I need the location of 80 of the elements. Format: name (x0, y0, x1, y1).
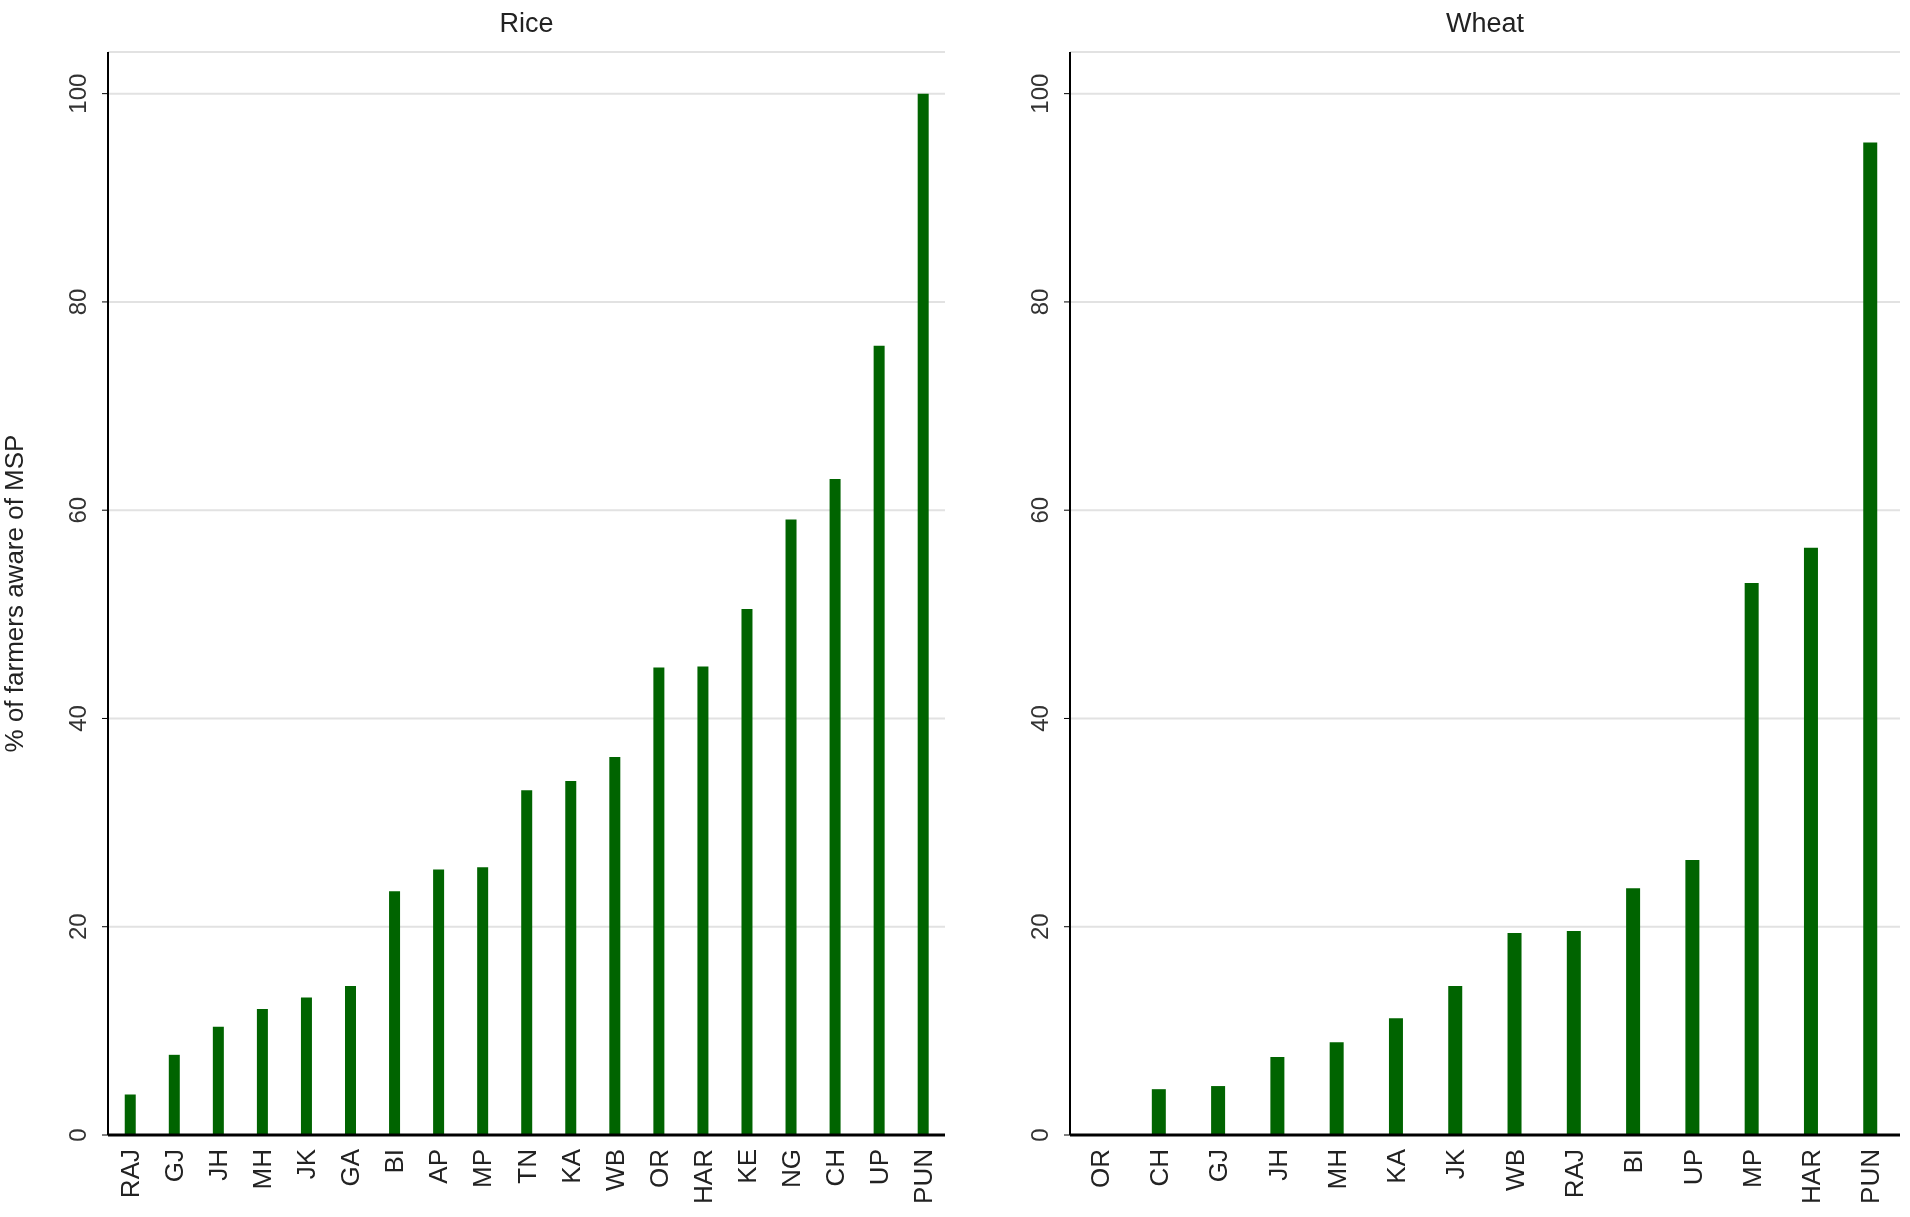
bar (917, 93, 929, 1135)
x-tick-label: OR (1084, 1149, 1115, 1188)
bar (1270, 1056, 1285, 1135)
x-tick-label: KA (1381, 1148, 1412, 1184)
chart-title: Rice (498, 8, 555, 39)
bar (124, 1094, 136, 1135)
bar (212, 1026, 224, 1135)
x-tick-label: BI (1618, 1149, 1649, 1174)
x-tick-label: GJ (1203, 1149, 1234, 1183)
x-tick-label: MH (1321, 1149, 1352, 1190)
bar (873, 345, 885, 1135)
x-tick-label: KA (555, 1148, 586, 1184)
y-tick-label: 40 (64, 705, 91, 732)
bar (1803, 547, 1818, 1135)
x-tick-label: MP (1736, 1149, 1767, 1188)
bar (565, 780, 577, 1135)
x-tick-label: JH (1262, 1149, 1293, 1181)
x-tick-label: NG (775, 1149, 806, 1188)
bar (1685, 860, 1700, 1135)
chart-title: Wheat (1444, 8, 1525, 39)
bar (741, 609, 753, 1135)
x-tick-label: OR (643, 1149, 674, 1188)
y-tick-label: 0 (1026, 1128, 1053, 1142)
x-tick-label: HAR (687, 1149, 718, 1204)
bar (697, 666, 709, 1135)
x-tick-label: WB (599, 1149, 630, 1191)
x-tick-label: GA (335, 1148, 366, 1187)
y-tick-label: 100 (64, 73, 91, 114)
x-tick-label: MH (247, 1149, 278, 1190)
bar (785, 519, 797, 1135)
x-tick-label: MP (467, 1149, 498, 1188)
x-tick-label: TN (511, 1149, 542, 1184)
bar (521, 790, 533, 1135)
x-tick-label: PUN (1855, 1149, 1886, 1204)
bar (345, 986, 356, 1135)
x-tick-label: GJ (159, 1149, 190, 1183)
x-tick-label: UP (1677, 1149, 1708, 1186)
x-tick-label: CH (819, 1149, 850, 1187)
bar (609, 756, 621, 1135)
bar (1566, 930, 1581, 1135)
y-tick-label: 60 (64, 496, 91, 524)
x-tick-label: BI (379, 1149, 410, 1174)
x-tick-label: UP (863, 1149, 894, 1186)
bar (256, 1009, 268, 1135)
bar (1329, 1042, 1344, 1135)
bar (653, 667, 665, 1135)
y-axis-title: % of farmers aware of MSP (0, 434, 30, 753)
bar (1388, 1018, 1403, 1135)
x-tick-label: WB (1499, 1149, 1530, 1191)
x-tick-label: PUN (907, 1149, 938, 1204)
bar (1507, 932, 1522, 1135)
y-tick-label: 60 (1026, 496, 1053, 524)
bar (433, 869, 445, 1135)
bar (477, 867, 489, 1135)
y-tick-label: 100 (1026, 73, 1053, 114)
bar (168, 1054, 180, 1135)
x-tick-label: CH (1143, 1149, 1174, 1187)
x-tick-label: RAJ (1558, 1149, 1589, 1199)
y-tick-label: 0 (64, 1128, 91, 1142)
bar (300, 997, 312, 1135)
x-tick-label: JH (203, 1149, 234, 1181)
y-tick-label: 40 (1026, 705, 1053, 732)
bar (389, 891, 401, 1135)
bar (1626, 888, 1641, 1135)
x-tick-label: JK (291, 1148, 322, 1180)
bar (1863, 142, 1878, 1135)
x-tick-label: AP (423, 1149, 454, 1184)
x-tick-label: HAR (1796, 1149, 1827, 1204)
bar (1151, 1089, 1166, 1135)
x-tick-label: RAJ (115, 1149, 146, 1199)
y-tick-label: 20 (64, 913, 91, 941)
x-tick-label: JK (1440, 1148, 1471, 1180)
x-tick-label: KE (731, 1149, 762, 1184)
bar (829, 478, 841, 1135)
bar (1744, 583, 1759, 1135)
bar (1211, 1086, 1226, 1135)
y-tick-label: 20 (1026, 913, 1053, 941)
y-tick-label: 80 (1026, 288, 1053, 316)
y-tick-label: 80 (64, 288, 91, 316)
bar (1448, 986, 1463, 1135)
